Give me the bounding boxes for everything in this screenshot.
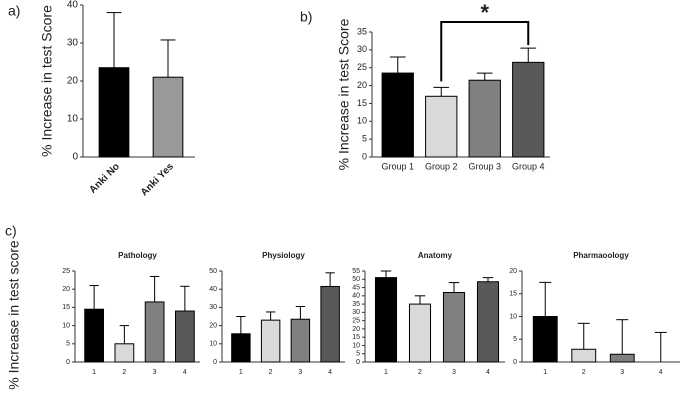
bar (374, 277, 398, 363)
bar (320, 285, 340, 363)
y-axis-label: % Increase in test Score (336, 18, 352, 170)
x-tick-label: 4 (659, 369, 663, 376)
y-tick-label: 5 (66, 341, 70, 348)
bar (442, 292, 466, 363)
y-tick-label: 20 (67, 76, 79, 87)
chart-title: Anatomy (418, 251, 453, 260)
shared-y-label: % Increase in test score (6, 240, 22, 390)
y-tick-label: 0 (362, 151, 367, 161)
y-tick-label: 20 (357, 80, 367, 90)
y-tick-label: 0 (66, 359, 70, 366)
bar (532, 316, 558, 363)
bar (98, 67, 130, 158)
y-tick-label: 5 (356, 351, 360, 358)
y-tick-label: 30 (357, 44, 367, 54)
bar (512, 61, 545, 158)
y-tick-label: 35 (352, 301, 360, 308)
y-tick-label: 5 (362, 134, 367, 144)
chart-title: Pathology (118, 251, 157, 260)
x-tick-label: 4 (328, 369, 332, 376)
bar (84, 308, 105, 363)
x-tick-label: Group 2 (425, 161, 458, 171)
y-tick-label: 10 (357, 116, 367, 126)
y-tick-label: 0 (213, 359, 217, 366)
chart-title: Physiology (262, 251, 305, 260)
y-tick-label: 20 (209, 322, 217, 329)
x-tick-label: Group 3 (468, 161, 501, 171)
bar (290, 318, 311, 363)
bar (476, 281, 500, 363)
y-tick-label: 30 (352, 309, 360, 316)
y-axis-label: % Increase in test Score (39, 5, 55, 157)
y-tick-label: 30 (209, 304, 217, 311)
x-tick-label: 3 (452, 369, 456, 376)
bar (231, 333, 251, 363)
x-tick-label: 1 (543, 369, 547, 376)
y-tick-label: 25 (357, 62, 367, 72)
panel-label: c) (5, 223, 17, 239)
panel-label: b) (300, 9, 312, 25)
significance-bracket (440, 21, 530, 82)
y-tick-label: 45 (352, 284, 360, 291)
y-tick-label: 10 (352, 342, 360, 349)
y-tick-label: 15 (357, 98, 367, 108)
bar (152, 76, 184, 158)
y-tick-label: 25 (352, 317, 360, 324)
y-tick-label: 10 (509, 313, 517, 320)
x-tick-label: 2 (122, 369, 126, 376)
x-tick-label: Group 1 (381, 161, 414, 171)
y-tick-label: 0 (72, 152, 78, 163)
bar (144, 301, 165, 363)
y-tick-label: 0 (513, 359, 517, 366)
y-tick-label: 10 (62, 322, 70, 329)
y-tick-label: 55 (352, 268, 360, 275)
y-tick-label: 15 (509, 291, 517, 298)
y-tick-label: 20 (62, 286, 70, 293)
y-tick-label: 15 (62, 304, 70, 311)
bar (609, 353, 635, 363)
x-tick-label: 3 (298, 369, 302, 376)
y-tick-label: 20 (509, 268, 517, 275)
y-tick-label: 40 (352, 293, 360, 300)
y-tick-label: 25 (62, 268, 70, 275)
x-tick-label: 1 (239, 369, 243, 376)
y-tick-label: 5 (513, 336, 517, 343)
x-tick-label: 1 (384, 369, 388, 376)
x-tick-label: Anki Yes (139, 161, 176, 198)
x-tick-label: 3 (153, 369, 157, 376)
x-tick-label: 4 (183, 369, 187, 376)
x-tick-label: 1 (92, 369, 96, 376)
x-tick-label: 2 (582, 369, 586, 376)
y-tick-label: 35 (357, 26, 367, 36)
bar (260, 319, 281, 363)
y-tick-label: 40 (67, 0, 79, 11)
y-tick-label: 20 (352, 326, 360, 333)
bar (571, 348, 597, 363)
y-tick-label: 40 (209, 286, 217, 293)
x-tick-label: 2 (418, 369, 422, 376)
y-tick-label: 50 (209, 268, 217, 275)
y-tick-label: 10 (209, 341, 217, 348)
bar (468, 79, 501, 158)
x-tick-label: Anki No (87, 161, 121, 195)
y-tick-label: 0 (356, 359, 360, 366)
bar (114, 343, 135, 363)
x-tick-label: 4 (486, 369, 490, 376)
x-tick-label: 3 (620, 369, 624, 376)
y-tick-label: 15 (352, 334, 360, 341)
bar (425, 95, 458, 158)
x-tick-label: 2 (269, 369, 273, 376)
y-tick-label: 10 (67, 114, 79, 125)
chart-title: Pharmaoology (573, 251, 629, 260)
x-tick-label: Group 4 (512, 161, 545, 171)
y-tick-label: 30 (67, 38, 79, 49)
bar (174, 310, 195, 363)
y-tick-label: 50 (352, 276, 360, 283)
significance-marker: * (480, 0, 489, 25)
panel-label: a) (8, 3, 20, 19)
bar (381, 72, 414, 158)
bar (408, 303, 432, 363)
